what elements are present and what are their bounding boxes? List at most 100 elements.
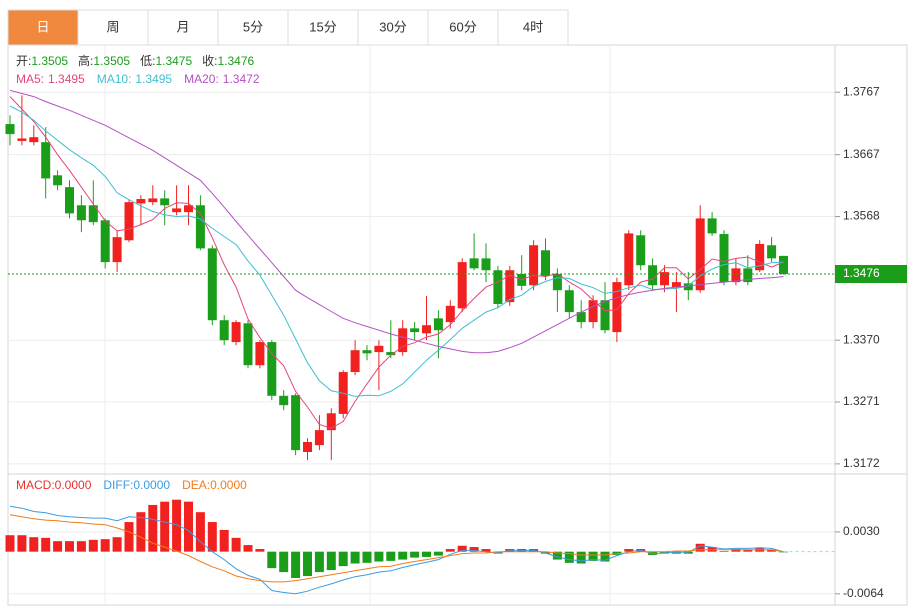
indicator-line	[9, 505, 784, 595]
macd-bar	[422, 551, 431, 557]
macd-bar	[410, 551, 420, 558]
header-label: 收:	[202, 54, 217, 68]
candle-body	[719, 234, 729, 283]
macd-bar	[779, 551, 788, 553]
candle-body	[457, 262, 467, 309]
macd-bar	[326, 551, 336, 571]
header-value: 1.3475	[155, 54, 192, 68]
macd-bar	[457, 545, 467, 552]
macd-bar	[433, 551, 443, 556]
legend-value: 1.3472	[223, 72, 260, 86]
macd-bar	[362, 551, 372, 563]
tab-label[interactable]: 5分	[243, 19, 263, 34]
tab-label[interactable]: 15分	[309, 19, 336, 34]
candle-body	[671, 282, 681, 288]
indicator-line	[9, 96, 784, 429]
macd-bar	[5, 535, 15, 552]
candle-body	[469, 258, 479, 269]
candle-body	[65, 187, 74, 214]
candle-body	[660, 272, 669, 286]
candle-body	[255, 342, 265, 366]
candle-body	[481, 258, 491, 271]
tab-label[interactable]: 月	[176, 19, 189, 34]
macd-bar	[195, 512, 205, 552]
candle-body	[374, 345, 384, 353]
tab-label[interactable]: 30分	[379, 19, 406, 34]
candle-body	[695, 218, 705, 291]
candle-body	[588, 300, 598, 323]
macd-bar	[184, 501, 193, 552]
tab[interactable]	[357, 9, 429, 46]
candle-body	[386, 352, 396, 356]
candle-body	[612, 282, 622, 333]
macd-bar	[445, 549, 455, 552]
candle-body	[683, 283, 693, 291]
candle-body	[755, 244, 765, 271]
candle-body	[172, 208, 182, 213]
tab[interactable]	[427, 9, 499, 46]
macd-bar	[29, 537, 39, 552]
candle-body	[17, 138, 27, 141]
macd-bar	[124, 522, 134, 552]
labels-layer: 日 周 月 5分 15分 30分 60分 4时 1.3172 1.3271 1.3370 1.3568…	[7, 9, 907, 600]
macd-bar	[231, 537, 241, 552]
candle-body	[29, 137, 39, 143]
tab-label[interactable]: 日	[36, 19, 49, 34]
y-tick-label: 1.3667	[843, 147, 880, 161]
macd-bar	[76, 541, 86, 552]
y-tick-label: 1.3568	[843, 209, 880, 223]
macd-bar	[291, 551, 301, 578]
header-label: 开:	[16, 54, 31, 68]
tab[interactable]	[217, 9, 289, 46]
tab[interactable]	[7, 9, 79, 46]
candle-body	[184, 205, 193, 213]
macd-bar	[303, 551, 312, 577]
macd-bar	[374, 551, 384, 562]
candle-body	[576, 312, 586, 323]
indicator-line	[9, 89, 784, 354]
macd-bar	[600, 551, 610, 562]
y-tick-label: 1.3271	[843, 394, 880, 408]
macd-bar	[65, 541, 74, 552]
candle-body	[160, 198, 170, 206]
candle-body	[291, 395, 301, 451]
candle-body	[207, 248, 217, 321]
macd-bar	[469, 547, 479, 552]
candle-body	[231, 322, 241, 343]
candle-body	[600, 300, 610, 331]
macd-bar	[767, 549, 777, 552]
candle-body	[445, 305, 455, 323]
y-tick-label: 0.0030	[843, 524, 880, 538]
macd-bar	[719, 551, 729, 552]
indicator-line	[9, 514, 784, 583]
candle-body	[100, 220, 110, 263]
tab-label[interactable]: 周	[106, 19, 119, 34]
macd-bar	[338, 551, 348, 567]
header-value: 1.3505	[93, 54, 130, 68]
macd-bar	[743, 549, 753, 552]
tab-label[interactable]: 60分	[449, 19, 476, 34]
y-tick-label: 1.3370	[843, 332, 880, 346]
candle-body	[5, 124, 15, 135]
candle-body	[552, 273, 562, 291]
macd-bar	[398, 551, 408, 560]
tab-label[interactable]: 4时	[523, 19, 543, 34]
macd-bar	[207, 522, 217, 552]
macd-bar	[100, 539, 110, 552]
macd-bar	[731, 549, 741, 552]
candle-body	[362, 350, 372, 354]
macd-bar	[17, 535, 27, 552]
candle-body	[88, 205, 98, 223]
chart-frame	[7, 44, 908, 606]
candle-body	[541, 250, 550, 276]
macd-bar	[279, 551, 289, 573]
macd-bar	[41, 537, 51, 552]
candle-body	[493, 270, 503, 304]
header-label: 低:	[140, 54, 155, 68]
candle-body	[267, 342, 277, 396]
header-value: 1.3476	[217, 54, 254, 68]
tab[interactable]	[497, 9, 569, 46]
macd-bar	[112, 537, 122, 552]
candle-body	[112, 237, 122, 263]
